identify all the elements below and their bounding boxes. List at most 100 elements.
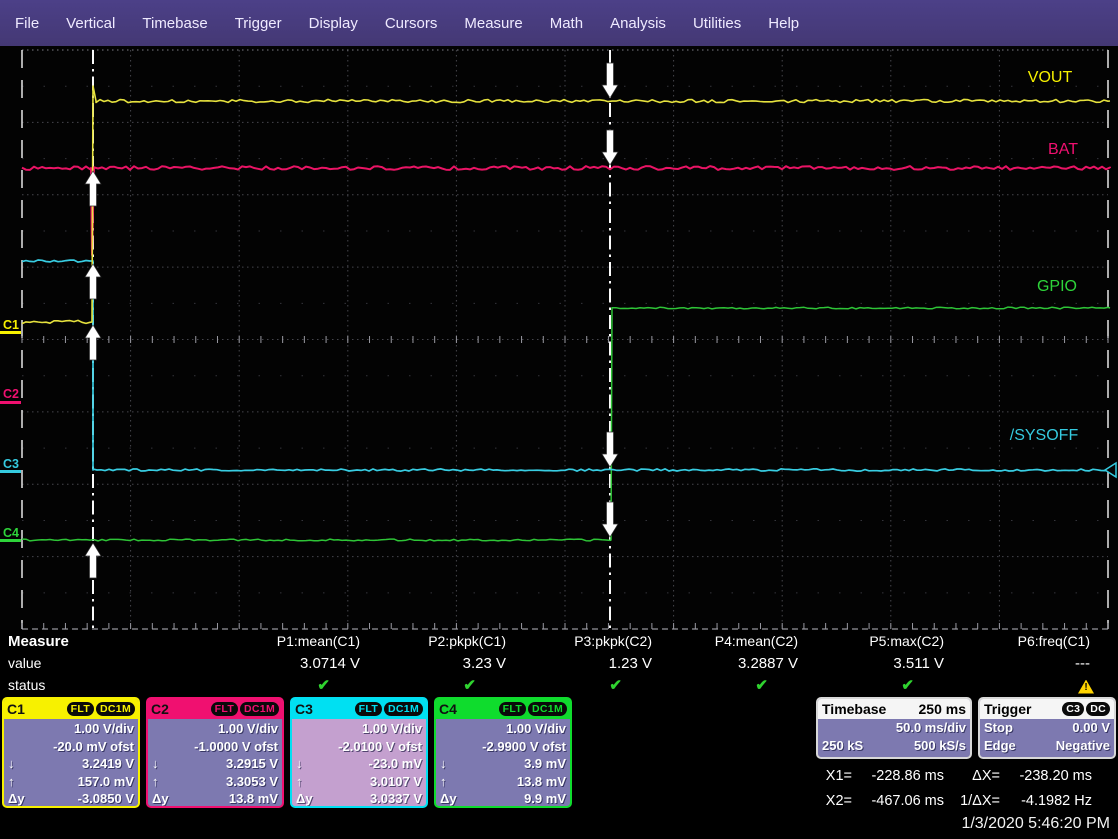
row-glyph: Δy [152, 790, 174, 808]
check-icon: ✔ [609, 677, 622, 694]
zero-marker-label-c2[interactable]: C2 [3, 387, 19, 401]
measure-col-header-p4[interactable]: P4:mean(C2) [660, 633, 806, 649]
cursor-x2-value: 3.3053 V [174, 773, 278, 791]
zero-marker-bar-c1[interactable] [0, 331, 21, 334]
row-glyph: ↓ [8, 755, 30, 773]
check-icon: ✔ [901, 677, 914, 694]
channel-row-cursor-x2-value: ↑157.0 mV [8, 773, 134, 791]
trace-label-gpio: GPIO [1037, 278, 1077, 295]
channel-id-label: C2 [151, 701, 209, 717]
measure-value-p1: 3.0714 V [222, 655, 368, 672]
menu-item-trigger[interactable]: Trigger [235, 15, 282, 32]
zero-marker-bar-c3[interactable] [0, 470, 21, 473]
cursor-x1-value: 3.2915 V [174, 755, 278, 773]
measure-status-p2: ✔ [368, 676, 514, 694]
measure-value-row: value 3.0714 V3.23 V1.23 V3.2887 V3.511 … [0, 652, 1118, 674]
menu-item-utilities[interactable]: Utilities [693, 15, 741, 32]
trace-label-bat: BAT [1048, 141, 1078, 158]
trace-vout-c1- [22, 86, 1110, 324]
zero-marker-bar-c2[interactable] [0, 401, 21, 404]
measure-col-header-p6[interactable]: P6:freq(C1) [952, 633, 1098, 649]
channel-body: 1.00 V/div-2.0100 V ofst↓-23.0 mV↑3.0107… [292, 719, 426, 808]
timebase-box[interactable]: Timebase 250 ms 50.0 ms/div 250 kS 500 k… [816, 697, 972, 759]
menu-item-timebase[interactable]: Timebase [142, 15, 207, 32]
cursor-x2-value: 157.0 mV [30, 773, 134, 791]
channel-body: 1.00 V/div-20.0 mV ofst↓3.2419 V↑157.0 m… [4, 719, 138, 808]
cursor-marker-up-arrow [85, 171, 101, 206]
channel-box-c2[interactable]: C2FLTDC1M 1.00 V/div-1.0000 V ofst↓3.2915… [146, 697, 284, 808]
menu-item-math[interactable]: Math [550, 15, 583, 32]
cursor-x2-value: 3.0107 V [318, 773, 422, 791]
trigger-level-marker[interactable] [1105, 463, 1116, 477]
menu-item-help[interactable]: Help [768, 15, 799, 32]
channel-row-volts-per-div: 1.00 V/div [440, 720, 566, 738]
channel-box-c1[interactable]: C1FLTDC1M1.00 V/div-20.0 mV ofst↓3.2419 … [2, 697, 140, 808]
channel-row-offset: -2.0100 V ofst [296, 738, 422, 756]
measure-status-p4: ✔ [660, 676, 806, 694]
channel-row-delta-y-value: Δy-3.0850 V [8, 790, 134, 808]
timebase-header: Timebase 250 ms [818, 699, 970, 719]
offset: -20.0 mV ofst [30, 738, 134, 756]
channel-row-delta-y-value: Δy3.0337 V [296, 790, 422, 808]
menu-item-cursors[interactable]: Cursors [385, 15, 438, 32]
channel-row-cursor-x2-value: ↑3.0107 V [296, 773, 422, 791]
volts-per-div: 1.00 V/div [174, 720, 278, 738]
offset: -2.9900 V ofst [462, 738, 566, 756]
row-spacer [8, 720, 30, 738]
timebase-sampling-row: 250 kS 500 kS/s [818, 737, 970, 755]
channel-row-offset: -1.0000 V ofst [152, 738, 278, 756]
trace-gpio-c4- [22, 307, 1110, 541]
menu-item-file[interactable]: File [15, 15, 39, 32]
cursor-marker-down-arrow [602, 130, 618, 165]
timebase-samples: 250 kS [822, 737, 863, 755]
flt-badge: FLT [67, 702, 94, 716]
channel-row-offset: -20.0 mV ofst [8, 738, 134, 756]
menu-item-vertical[interactable]: Vertical [66, 15, 115, 32]
row-glyph: Δy [440, 790, 462, 808]
menu-item-measure[interactable]: Measure [464, 15, 522, 32]
row-glyph: ↑ [440, 773, 462, 791]
menu-item-display[interactable]: Display [309, 15, 358, 32]
channel-row-cursor-x1-value: ↓3.2915 V [152, 755, 278, 773]
measure-value-p4: 3.2887 V [660, 655, 806, 672]
offset: -2.0100 V ofst [318, 738, 422, 756]
channel-row-delta-y-value: Δy9.9 mV [440, 790, 566, 808]
measure-col-header-p3[interactable]: P3:pkpk(C2) [514, 633, 660, 649]
trigger-type: Edge [984, 737, 1016, 755]
dc1m-badge: DC1M [240, 702, 279, 716]
menu-item-analysis[interactable]: Analysis [610, 15, 666, 32]
channel-box-c3[interactable]: C3FLTDC1M1.00 V/div-2.0100 V ofst↓-23.0 … [290, 697, 428, 808]
measure-value-p2: 3.23 V [368, 655, 514, 672]
measure-col-header-p5[interactable]: P5:max(C2) [806, 633, 952, 649]
row-glyph: ↑ [8, 773, 30, 791]
channel-row-volts-per-div: 1.00 V/div [152, 720, 278, 738]
flt-badge: FLT [211, 702, 238, 716]
trigger-type-row: Edge Negative [980, 737, 1114, 755]
trigger-box[interactable]: Trigger C3 DC Stop 0.00 V Edge Negative [978, 697, 1116, 759]
zero-marker-bar-c4[interactable] [0, 539, 21, 542]
flt-badge: FLT [355, 702, 382, 716]
measure-col-header-p2[interactable]: P2:pkpk(C1) [368, 633, 514, 649]
channel-row-volts-per-div: 1.00 V/div [296, 720, 422, 738]
channel-row-offset: -2.9900 V ofst [440, 738, 566, 756]
channel-box-c4[interactable]: C4FLTDC1M1.00 V/div-2.9900 V ofst↓3.9 mV… [434, 697, 572, 808]
measure-status-p1: ✔ [222, 676, 368, 694]
channel-header-c4: C4FLTDC1M [436, 699, 570, 719]
measure-col-header-p1[interactable]: P1:mean(C1) [222, 633, 368, 649]
flt-badge: FLT [499, 702, 526, 716]
zero-marker-label-c1[interactable]: C1 [3, 318, 19, 332]
x1-value: -228.86 ms [852, 768, 944, 784]
cursor-row-x2: X2= -467.06 ms 1/ΔX= -4.1982 Hz [806, 788, 1092, 813]
dc1m-badge: DC1M [384, 702, 423, 716]
offset: -1.0000 V ofst [174, 738, 278, 756]
row-spacer [152, 738, 174, 756]
row-spacer [440, 738, 462, 756]
x2-label: X2= [806, 793, 852, 809]
dc1m-badge: DC1M [96, 702, 135, 716]
cursor-readout: X1= -228.86 ms ΔX= -238.20 ms X2= -467.0… [806, 763, 1092, 813]
row-spacer [296, 720, 318, 738]
zero-marker-label-c4[interactable]: C4 [3, 526, 19, 540]
timebase-title: Timebase [822, 701, 919, 717]
cursor-x1-value: 3.9 mV [462, 755, 566, 773]
zero-marker-label-c3[interactable]: C3 [3, 457, 19, 471]
